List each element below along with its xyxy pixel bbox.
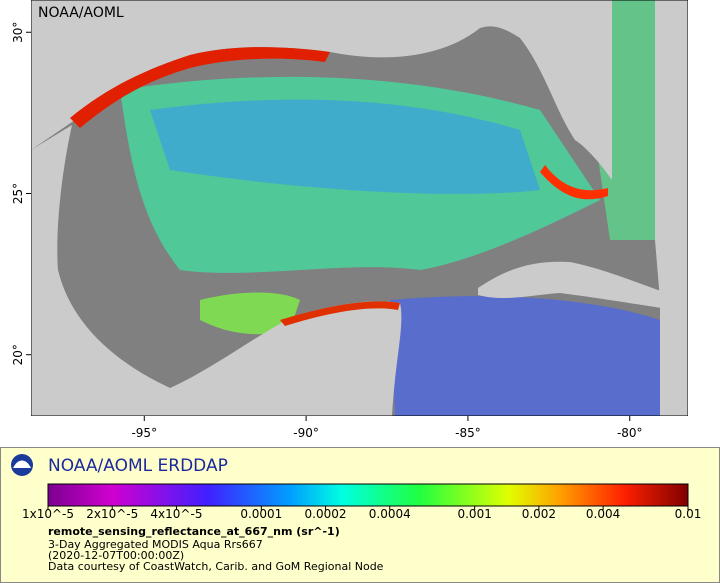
axes: -95° -90° -85° -80° 20° 25° 30° xyxy=(11,22,643,440)
colorbar-tick-label: 0.004 xyxy=(586,507,620,521)
colorbar-tick-label: 0.001 xyxy=(457,507,491,521)
colorbar-title: NOAA/AOML ERDDAP xyxy=(48,456,228,476)
logo xyxy=(13,460,31,468)
coastal-signal xyxy=(540,165,608,200)
coastal-signal xyxy=(280,301,400,326)
map: NOAA/AOML xyxy=(31,0,688,416)
x-tick-label: -90° xyxy=(293,426,319,440)
land xyxy=(31,125,402,416)
land xyxy=(655,0,688,416)
colorbar-tick-label: 1x10^-5 xyxy=(22,507,74,521)
data-field xyxy=(150,99,540,194)
y-tick-label: 20° xyxy=(11,344,25,365)
y-tick-label: 25° xyxy=(11,183,25,204)
footer-line: Data courtesy of CoastWatch, Carib. and … xyxy=(48,560,384,573)
map-credit: NOAA/AOML xyxy=(38,5,124,21)
colorbar xyxy=(47,483,689,507)
land xyxy=(478,261,688,312)
coastal-signal xyxy=(70,47,330,129)
colorbar-tick-label: 0.0004 xyxy=(369,507,411,521)
variable-name: remote_sensing_reflectance_at_667_nm (sr… xyxy=(48,525,340,538)
colorbar-tick-label: 0.01 xyxy=(675,507,702,521)
legend-panel xyxy=(0,447,720,583)
y-tick-label: 30° xyxy=(11,22,25,43)
colorbar-tick-label: 0.0001 xyxy=(240,507,282,521)
colorbar-tick-label: 0.002 xyxy=(522,507,556,521)
colorbar-tick-label: 4x10^-5 xyxy=(150,507,202,521)
data-field xyxy=(200,292,300,335)
footer-line: 3-Day Aggregated MODIS Aqua Rrs667 xyxy=(48,538,263,551)
colorbar-axis: 1x10^-5 2x10^-5 4x10^-5 0.0001 0.0002 0.0004 0… xyxy=(22,506,701,521)
land xyxy=(31,0,612,180)
colorbar-tick-label: 0.0002 xyxy=(305,507,347,521)
x-tick-label: -85° xyxy=(455,426,481,440)
footer-line: (2020-12-07T00:00:00Z) xyxy=(48,549,184,562)
x-tick-label: -95° xyxy=(131,426,157,440)
colorbar-tick-label: 2x10^-5 xyxy=(86,507,138,521)
x-tick-label: -80° xyxy=(617,426,643,440)
data-field xyxy=(390,296,660,416)
